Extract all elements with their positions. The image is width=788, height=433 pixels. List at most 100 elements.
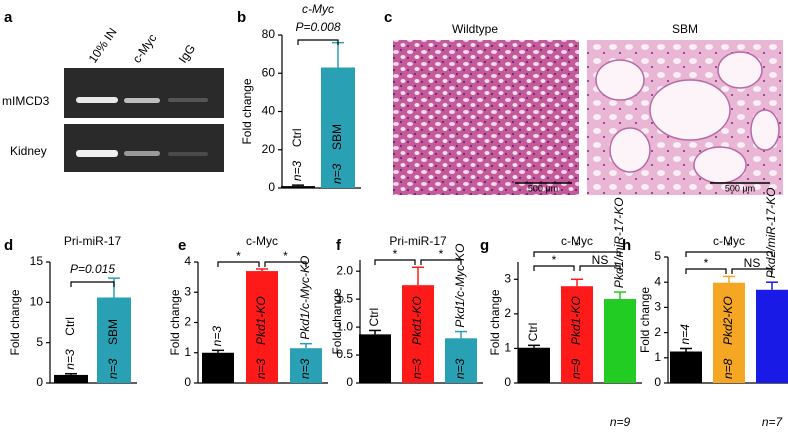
category-label: Pkd2/miR-17-KO (764, 187, 778, 278)
bar (54, 374, 88, 383)
y-tick-label: 1 (184, 345, 191, 359)
y-tick-label: 4 (654, 274, 661, 288)
panel-letter: f (336, 237, 342, 254)
n-label: n=3 (330, 163, 344, 184)
bar (518, 347, 550, 383)
n-label: n=3 (410, 358, 424, 379)
y-tick-label: 0 (504, 375, 511, 389)
n-label: n=3 (106, 358, 120, 379)
significance-bracket (297, 39, 339, 45)
row-label: mIMCD3 (2, 94, 50, 108)
y-axis-label: Fold change (330, 288, 344, 354)
y-tick-label: 2 (654, 325, 661, 339)
significance-label: P=0.015 (70, 262, 115, 276)
y-tick-label: 5 (654, 249, 661, 263)
gel (64, 68, 224, 118)
significance-bracket (731, 268, 773, 274)
category-label: Pkd2-KO (721, 296, 735, 345)
y-tick-label: 60 (262, 65, 276, 79)
y-tick-label: 2 (504, 306, 511, 320)
n-label: n=3 (63, 349, 77, 370)
significance-label: * (575, 239, 580, 253)
n-label: n=8 (721, 358, 735, 379)
n-label: n=3 (210, 326, 224, 347)
bar (604, 298, 636, 383)
gel (64, 124, 224, 172)
panel-letter: a (4, 9, 13, 26)
y-tick-label: 3 (654, 300, 661, 314)
band (168, 152, 208, 156)
bar (713, 282, 745, 383)
band (124, 151, 160, 156)
lane-label: c-Myc (130, 31, 160, 65)
band (76, 150, 118, 157)
chart-title: Pri-miR-17 (389, 234, 447, 248)
significance-label: P=0.008 (295, 20, 340, 34)
panel-letter: e (178, 237, 186, 254)
significance-bracket (685, 251, 773, 257)
scale-label: 500 μm (528, 183, 558, 193)
image-label: Wildtype (452, 22, 498, 36)
y-tick-label: 80 (262, 27, 276, 41)
category-label: Pkd1-KO (254, 296, 268, 345)
significance-label: * (236, 249, 241, 263)
y-tick-label: 1 (654, 350, 661, 364)
bar (202, 352, 234, 383)
significance-bracket (217, 261, 260, 267)
significance-label: * (552, 253, 557, 267)
bar (290, 348, 322, 383)
category-label: Ctrl (63, 317, 77, 336)
y-tick-label: 0 (654, 375, 661, 389)
band (168, 98, 208, 102)
significance-label: * (439, 247, 444, 261)
category-label: SBM (106, 319, 120, 345)
n-label: n=9 (610, 415, 631, 429)
band (124, 98, 160, 103)
significance-bracket (70, 281, 115, 287)
bar (445, 338, 477, 383)
category-label: Pkd1/c-Myc-KO (298, 256, 312, 340)
significance-label: * (727, 239, 732, 253)
y-tick-label: 3 (504, 271, 511, 285)
significance-bracket (533, 265, 575, 271)
bar (97, 297, 131, 383)
n-label: n=3 (298, 358, 312, 379)
category-label: Ctrl (210, 360, 224, 379)
y-tick-label: 1.5 (336, 291, 353, 305)
chart-title: Pri-miR-17 (64, 234, 122, 248)
bar (321, 67, 355, 188)
panel-letter: d (4, 237, 13, 254)
chart-title: c-Myc (713, 234, 745, 248)
histology-image (393, 40, 579, 195)
y-tick-label: 0 (346, 375, 353, 389)
significance-label: * (704, 256, 709, 270)
y-tick-label: 5 (36, 335, 43, 349)
y-tick-label: 4 (184, 254, 191, 268)
y-tick-label: 0 (184, 375, 191, 389)
category-label: Ctrl (367, 308, 381, 327)
y-tick-label: 0 (36, 375, 43, 389)
y-axis-label: Fold change (168, 289, 182, 355)
significance-label: * (393, 247, 398, 261)
n-label: n=3 (290, 160, 304, 181)
significance-bracket (533, 251, 621, 257)
bar (561, 286, 593, 383)
band (76, 97, 118, 103)
y-tick-label: 1 (504, 341, 511, 355)
y-tick-label: 2.0 (336, 263, 353, 277)
y-tick-label: 10 (30, 295, 44, 309)
y-tick-label: 40 (262, 104, 276, 118)
category-label: SBM (330, 124, 344, 150)
bar (670, 351, 702, 383)
image-label: SBM (672, 22, 698, 36)
n-label: n=7 (762, 415, 784, 429)
category-label: Ctrl (290, 128, 304, 147)
significance-bracket (685, 268, 727, 274)
significance-label: NS (592, 253, 609, 267)
panel-letter: h (622, 237, 631, 254)
y-tick-label: 2 (184, 315, 191, 329)
y-tick-label: 15 (30, 254, 44, 268)
panel-letter: c (384, 9, 392, 26)
scale-label: 500 μm (725, 183, 755, 193)
n-label: n=3 (367, 358, 381, 379)
